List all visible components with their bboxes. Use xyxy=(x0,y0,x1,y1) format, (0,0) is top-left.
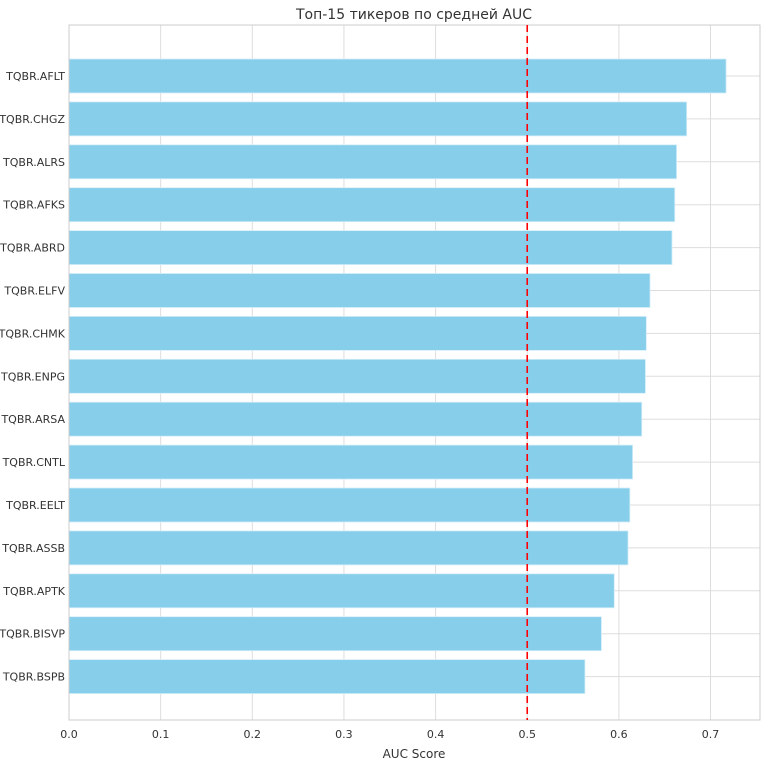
y-tick-label: TQBR.AFLT xyxy=(5,70,65,83)
y-tick-label: TQBR.CNTL xyxy=(2,456,66,469)
y-tick-label: TQBR.ENPG xyxy=(0,370,65,383)
y-tick-label: TQBR.BISVP xyxy=(0,628,65,641)
y-tick-label: TQBR.BSPB xyxy=(2,671,65,684)
y-tick-labels: TQBR.AFLT TQBR.CHGZ TQBR.ALRS TQBR.AFKS TQBR… xyxy=(0,70,66,684)
bar-tqbr-chmk xyxy=(68,315,647,351)
chart-title: Топ-15 тикеров по средней AUC xyxy=(295,7,532,23)
bar-tqbr-abrd xyxy=(68,230,673,266)
y-tick-label: TQBR.ASSB xyxy=(1,542,65,555)
y-tick-label: TQBR.CHMK xyxy=(0,327,66,340)
y-tick-label: TQBR.EELT xyxy=(5,499,65,512)
bar-tqbr-aflt xyxy=(68,58,727,94)
plot-frame xyxy=(68,24,761,721)
y-tick-label: TQBR.ALRS xyxy=(2,156,65,169)
bar-tqbr-cntl xyxy=(68,444,634,480)
bar-tqbr-arsa xyxy=(68,401,643,437)
bar-tqbr-assb xyxy=(68,530,629,566)
x-tick-label: 0.7 xyxy=(702,728,720,741)
y-tick-label: TQBR.ELFV xyxy=(3,285,65,298)
bar-tqbr-afks xyxy=(68,187,676,223)
x-tick-label: 0.1 xyxy=(152,728,170,741)
x-tick-label: 0.2 xyxy=(244,728,262,741)
bar-tqbr-aptk xyxy=(68,573,615,609)
bar-tqbr-bspb xyxy=(68,659,586,694)
y-tick-label: TQBR.AFKS xyxy=(2,199,65,212)
bars xyxy=(68,58,727,694)
x-tick-label: 0.6 xyxy=(610,728,628,741)
bar-tqbr-eelt xyxy=(68,487,631,523)
bar-tqbr-elfv xyxy=(68,273,651,308)
y-tick-label: TQBR.ABRD xyxy=(0,242,65,255)
bar-tqbr-chgz xyxy=(68,101,688,137)
x-tick-label: 0.0 xyxy=(60,728,78,741)
x-tick-labels: 0.0 0.1 0.2 0.3 0.4 0.5 0.6 0.7 xyxy=(60,728,719,741)
x-axis-label: AUC Score xyxy=(383,747,446,761)
x-tick-label: 0.5 xyxy=(518,728,536,741)
y-tick-label: TQBR.CHGZ xyxy=(0,113,65,126)
y-tick-label: TQBR.APTK xyxy=(2,585,66,598)
bar-tqbr-alrs xyxy=(68,144,678,180)
bar-tqbr-enpg xyxy=(68,358,646,394)
x-tick-label: 0.3 xyxy=(335,728,353,741)
y-tick-label: TQBR.ARSA xyxy=(0,413,65,426)
bar-tqbr-bisvp xyxy=(68,616,602,652)
x-tick-label: 0.4 xyxy=(427,728,445,741)
